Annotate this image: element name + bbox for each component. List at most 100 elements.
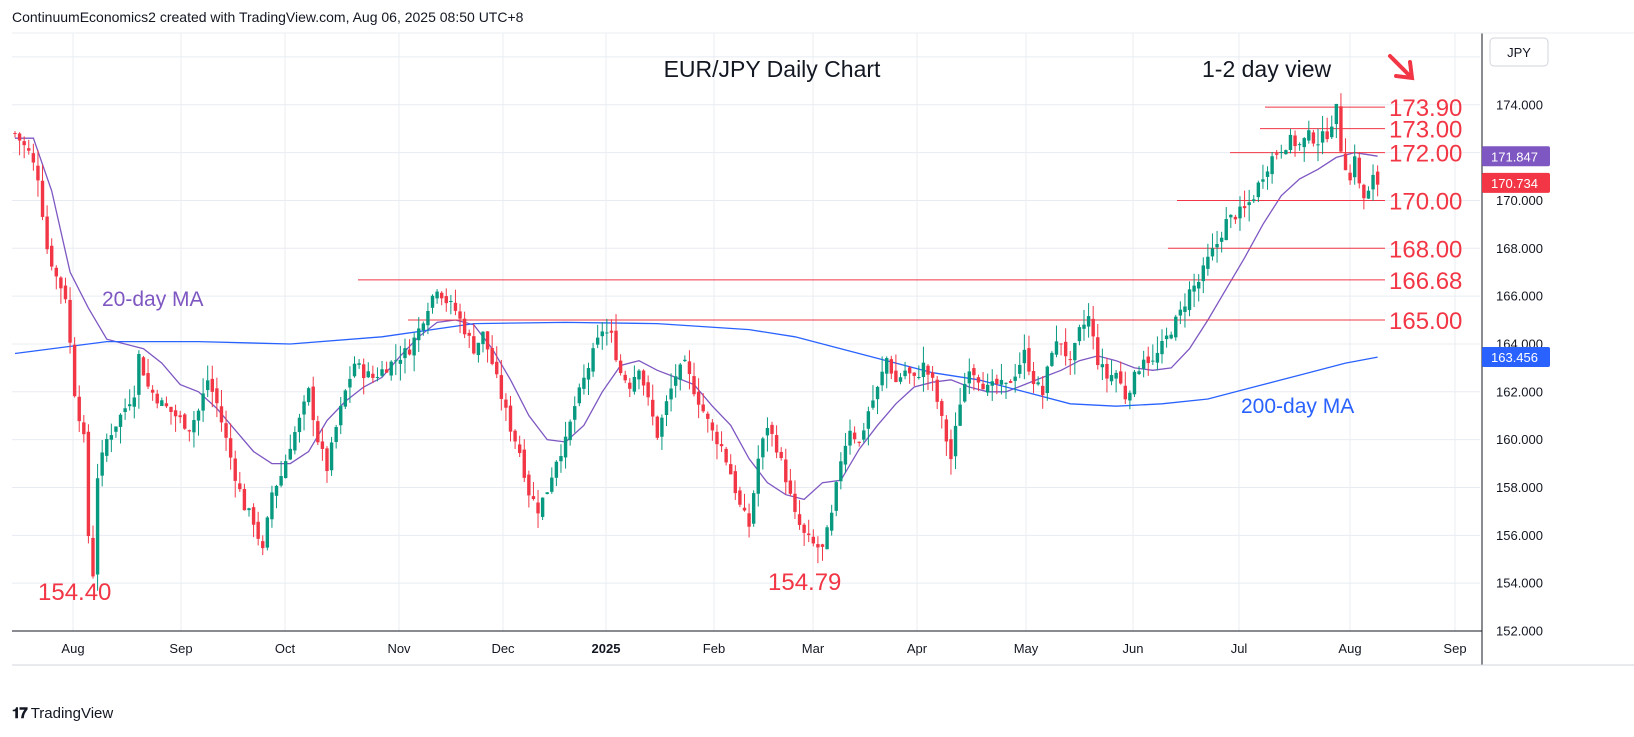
candle <box>141 355 146 376</box>
candle-body <box>426 310 430 326</box>
candle <box>1018 352 1022 379</box>
low-label: 154.40 <box>38 579 111 606</box>
candle <box>715 424 719 460</box>
candle <box>669 373 673 412</box>
candle-body <box>40 180 45 217</box>
candle-body <box>834 482 838 511</box>
candle-body <box>1022 349 1027 364</box>
candle-body <box>687 361 692 375</box>
candle-body <box>618 360 623 374</box>
candle <box>155 389 159 409</box>
candle <box>995 374 999 395</box>
candle <box>63 277 68 304</box>
candle <box>719 431 724 453</box>
price-chart[interactable]: 176.000174.000172.000170.000168.000166.0… <box>0 0 1634 700</box>
tradingview-brand[interactable]: 𝟏𝟕 TradingView <box>12 705 113 722</box>
candle <box>866 406 871 446</box>
candle <box>577 383 582 407</box>
candle-body <box>329 442 334 471</box>
candle <box>316 415 320 445</box>
candle-body <box>756 458 760 494</box>
candle-body <box>302 401 306 415</box>
candle-body <box>605 332 609 334</box>
candle <box>109 423 114 453</box>
candle-body <box>1238 206 1242 219</box>
candle <box>1073 342 1077 375</box>
candle-body <box>788 480 793 494</box>
candle-body <box>1008 381 1013 383</box>
candle <box>1013 363 1017 393</box>
candle-body <box>238 483 242 490</box>
candle-body <box>1073 342 1077 361</box>
candle <box>926 364 930 391</box>
candle-body <box>765 427 770 436</box>
candle-body <box>444 296 448 304</box>
candle <box>559 444 563 473</box>
candle-body <box>1325 131 1329 140</box>
candle-body <box>366 371 370 378</box>
candle-body <box>1311 132 1316 144</box>
candle-body <box>196 410 201 421</box>
candle <box>36 150 40 197</box>
candle <box>371 365 375 384</box>
candle-body <box>907 367 912 374</box>
candle <box>738 486 742 508</box>
x-tick-label: Dec <box>491 641 515 656</box>
candle-body <box>297 417 302 433</box>
candle <box>1284 149 1288 155</box>
candle-body <box>586 368 591 380</box>
candle <box>889 355 894 380</box>
last-price-badge: 170.734 <box>1482 172 1550 193</box>
candle-body <box>251 507 256 525</box>
candle-body <box>655 416 660 438</box>
candle <box>692 362 696 397</box>
x-tick-label: Sep <box>1443 641 1466 656</box>
candle-body <box>591 348 595 372</box>
candle-body <box>485 331 490 350</box>
candle-body <box>1242 206 1247 209</box>
candle-body <box>215 388 219 404</box>
level-label: 172.00 <box>1389 141 1462 168</box>
candle-body <box>701 404 705 412</box>
candle-body <box>912 372 916 376</box>
candle <box>770 421 774 447</box>
tradingview-label: TradingView <box>30 705 114 722</box>
candle <box>683 355 687 363</box>
candle-body <box>357 363 361 365</box>
candle <box>825 525 829 550</box>
candle-body <box>857 441 861 443</box>
candle <box>1224 207 1228 241</box>
candle-body <box>1160 340 1164 355</box>
candle-body <box>1343 153 1348 171</box>
candle-body <box>481 331 485 345</box>
candle-body <box>985 384 990 393</box>
candle-body <box>439 292 444 299</box>
candle-body <box>1054 341 1059 355</box>
candle-body <box>976 377 981 383</box>
candle-body <box>1050 352 1054 366</box>
candle-body <box>600 331 604 337</box>
candle <box>228 423 233 470</box>
candle-body <box>609 330 614 333</box>
candle <box>1045 365 1049 401</box>
candle <box>325 446 329 483</box>
candle-body <box>843 445 848 465</box>
candle <box>86 424 91 544</box>
candle-body <box>1178 309 1183 316</box>
candle <box>1137 365 1141 376</box>
candle-body <box>311 386 315 421</box>
candle <box>802 523 806 546</box>
candle <box>1068 350 1072 375</box>
candle-body <box>490 347 494 364</box>
candle <box>646 375 650 406</box>
candle <box>407 339 412 356</box>
candle-body <box>774 435 779 453</box>
candle <box>435 289 439 304</box>
candle-body <box>1169 334 1173 339</box>
candle <box>903 361 907 380</box>
candle <box>545 492 549 495</box>
candle-body <box>885 358 889 374</box>
candle <box>439 291 444 306</box>
candle-body <box>527 474 531 496</box>
candle-body <box>109 435 114 440</box>
